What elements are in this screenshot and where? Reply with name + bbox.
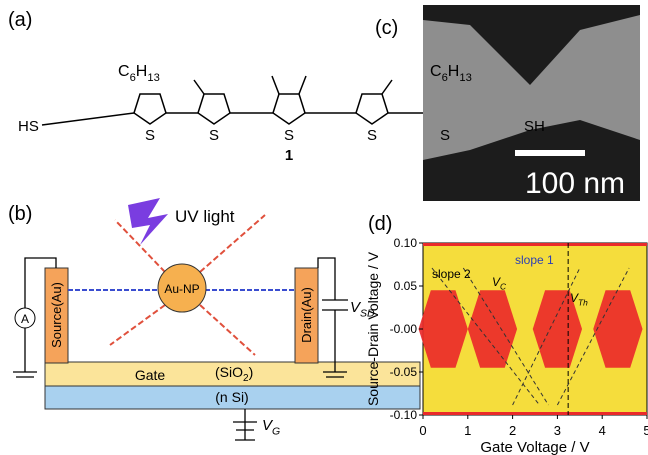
label: Au-NP xyxy=(164,282,199,296)
formula: C6H13 xyxy=(118,63,160,84)
label: S xyxy=(209,127,219,144)
label: SH xyxy=(524,118,545,135)
label: Source(Au) xyxy=(49,282,64,348)
subscript: 13 xyxy=(147,72,159,84)
x-tick-label: 1 xyxy=(464,423,471,438)
symbol: ) xyxy=(249,364,254,380)
formula: VG xyxy=(262,417,280,438)
edge-band xyxy=(423,243,647,246)
label: slope 2 xyxy=(432,267,471,281)
symbol: H xyxy=(448,63,460,80)
symbol: (SiO xyxy=(215,364,243,380)
label: HS xyxy=(18,118,39,135)
label: S xyxy=(145,127,155,144)
y-tick-label: -0.10 xyxy=(390,408,418,422)
subscript: 13 xyxy=(459,72,471,84)
subscript: G xyxy=(272,426,280,438)
y-tick-label: -0.05 xyxy=(390,365,418,379)
label: S xyxy=(284,127,294,144)
label: (c) xyxy=(375,17,398,39)
label: A xyxy=(21,312,29,326)
label: (a) xyxy=(8,9,32,31)
y-axis-label: Source-Drain Voltage / V xyxy=(365,251,381,406)
label: S xyxy=(367,127,377,144)
x-tick-label: 4 xyxy=(599,423,606,438)
x-tick-label: 2 xyxy=(509,423,516,438)
label: UV light xyxy=(175,207,235,226)
symbol: C xyxy=(430,63,442,80)
symbol: H xyxy=(136,63,148,80)
x-tick-label: 3 xyxy=(554,423,561,438)
label: (b) xyxy=(8,203,32,225)
y-tick-label: 0.05 xyxy=(394,279,418,293)
label: slope 1 xyxy=(515,253,554,267)
label: Drain(Au) xyxy=(299,287,314,343)
y-tick-label: 0.10 xyxy=(394,236,418,250)
label: Gate xyxy=(135,367,166,383)
label: S xyxy=(440,127,450,144)
label: (n Si) xyxy=(215,389,248,405)
figure: (a)C6H13C6H13HSSHSSSSS1(b)UV lightAu-NPS… xyxy=(0,0,648,455)
y-tick-label: -0.00 xyxy=(390,322,418,336)
x-tick-label: 5 xyxy=(643,423,648,438)
edge-band xyxy=(423,412,647,415)
subscript: C xyxy=(500,282,507,292)
subscript: Th xyxy=(578,298,588,308)
x-tick-label: 0 xyxy=(419,423,426,438)
label: 100 nm xyxy=(525,167,625,200)
label: 1 xyxy=(285,147,293,164)
label: (d) xyxy=(368,213,392,235)
symbol: C xyxy=(118,63,130,80)
x-axis-label: Gate Voltage / V xyxy=(480,439,589,455)
